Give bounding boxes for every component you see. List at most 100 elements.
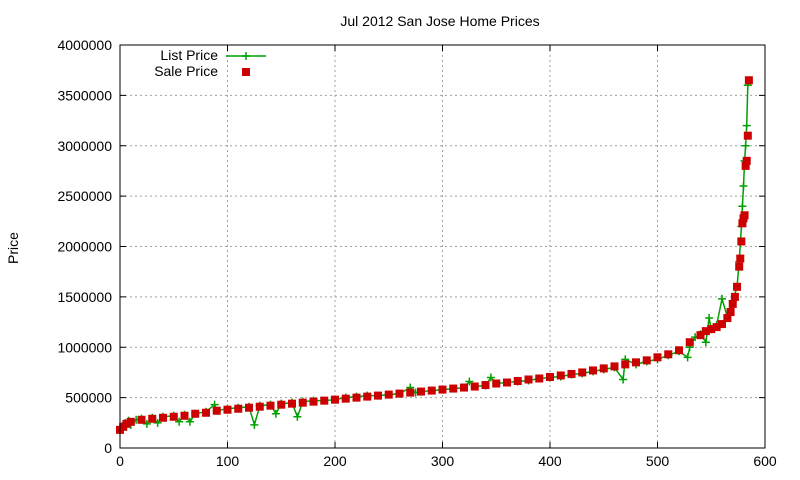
list-price-point xyxy=(701,338,710,347)
sale-price-point xyxy=(744,76,753,85)
list-price-point xyxy=(718,294,726,303)
sale-price-point xyxy=(743,131,752,140)
list-price-point xyxy=(142,419,151,428)
sale-price-point xyxy=(737,237,746,246)
sale-price-point xyxy=(223,405,232,414)
sale-price-point xyxy=(470,382,479,391)
sale-price-point xyxy=(331,395,339,404)
sale-price-point xyxy=(621,360,630,369)
list-price-point xyxy=(250,420,259,429)
axis-ticks: 0 100 200 300 400 500 600 0 500000 1000000 1500000… xyxy=(57,37,776,469)
y-tick-label: 2500000 xyxy=(57,188,112,204)
sale-price-point xyxy=(738,219,747,228)
list-price-point xyxy=(185,417,194,426)
list-price-point xyxy=(705,314,714,323)
sale-price-point xyxy=(191,409,200,418)
sale-price-point xyxy=(417,387,425,396)
x-tick-label: 100 xyxy=(216,453,240,469)
sale-price-point xyxy=(169,412,178,421)
sale-price-point xyxy=(741,161,750,170)
y-tick-label: 4000000 xyxy=(57,37,112,53)
sale-price-point xyxy=(202,408,210,417)
sale-price-point xyxy=(438,385,447,394)
legend-marker-list-price xyxy=(242,52,250,60)
sale-price-point xyxy=(718,320,726,329)
list-price-point xyxy=(738,202,747,211)
y-tick-label: 500000 xyxy=(65,390,112,406)
sale-price-point xyxy=(395,389,404,398)
sale-price-point xyxy=(524,375,533,384)
sale-price-point xyxy=(567,369,576,378)
sale-price-point xyxy=(535,374,544,383)
legend-label-sale-price: Sale Price xyxy=(154,63,218,79)
sale-price-point xyxy=(159,413,167,422)
sale-price-point xyxy=(148,414,157,423)
sale-price-point xyxy=(122,419,131,428)
sale-price-point xyxy=(298,398,307,407)
sale-price-point xyxy=(363,392,372,401)
list-price-series xyxy=(116,81,752,434)
sale-price-point xyxy=(728,299,737,308)
sale-price-point xyxy=(277,400,286,409)
sale-price-point xyxy=(707,325,716,334)
y-axis-label: Price xyxy=(5,232,21,264)
sale-price-point xyxy=(180,411,189,420)
list-price-line xyxy=(119,85,749,431)
legend-marker-sale-price xyxy=(242,68,250,76)
y-tick-label: 1000000 xyxy=(57,339,112,355)
list-price-point xyxy=(739,182,748,191)
x-tick-label: 300 xyxy=(431,453,455,469)
y-tick-label: 2000000 xyxy=(57,239,112,255)
sale-price-point xyxy=(126,417,135,426)
sale-price-point xyxy=(556,371,565,380)
list-price-point xyxy=(683,353,692,362)
sale-price-point xyxy=(492,379,501,388)
sale-price-point xyxy=(685,338,694,347)
sale-price-point xyxy=(740,211,749,220)
sale-price-point xyxy=(610,362,619,371)
sale-price-point xyxy=(212,406,221,415)
chart-title: Jul 2012 San Jose Home Prices xyxy=(340,13,539,29)
sale-price-point xyxy=(320,396,329,405)
sale-price-point xyxy=(723,314,732,323)
list-price-point xyxy=(486,373,495,382)
list-price-point xyxy=(293,412,302,421)
sale-price-point xyxy=(266,401,275,410)
sale-price-point xyxy=(245,403,253,412)
list-price-point xyxy=(619,375,628,384)
sale-price-point xyxy=(599,364,608,373)
y-tick-label: 0 xyxy=(104,440,112,456)
list-price-point xyxy=(465,377,474,386)
sale-price-point xyxy=(481,381,490,390)
sale-price-point xyxy=(352,393,361,402)
sale-price-point xyxy=(712,323,721,332)
sale-price-point xyxy=(374,391,382,400)
sale-price-point xyxy=(288,399,296,408)
list-price-point xyxy=(741,141,750,150)
sale-price-point xyxy=(341,394,350,403)
sale-price-point xyxy=(701,327,710,336)
list-price-point xyxy=(742,121,751,130)
sale-price-point xyxy=(427,386,436,395)
list-price-point xyxy=(271,409,280,418)
sale-price-point xyxy=(733,282,742,291)
y-tick-label: 1500000 xyxy=(57,289,112,305)
sale-price-point xyxy=(546,372,554,381)
sale-price-point xyxy=(449,384,458,393)
list-price-point xyxy=(175,417,184,426)
sale-price-point xyxy=(742,156,751,165)
x-tick-label: 600 xyxy=(753,453,777,469)
legend: List Price Sale Price xyxy=(154,47,266,79)
x-tick-label: 200 xyxy=(323,453,347,469)
sale-price-point xyxy=(384,390,393,399)
x-tick-label: 0 xyxy=(116,453,124,469)
list-price-point xyxy=(153,418,162,427)
sale-price-point xyxy=(642,356,651,365)
sale-price-point xyxy=(503,378,511,387)
sale-price-point xyxy=(696,331,705,340)
sale-price-point xyxy=(513,377,522,386)
sale-price-point xyxy=(578,368,587,377)
y-tick-label: 3000000 xyxy=(57,138,112,154)
sale-price-point xyxy=(653,353,662,362)
sale-price-point xyxy=(589,366,597,375)
